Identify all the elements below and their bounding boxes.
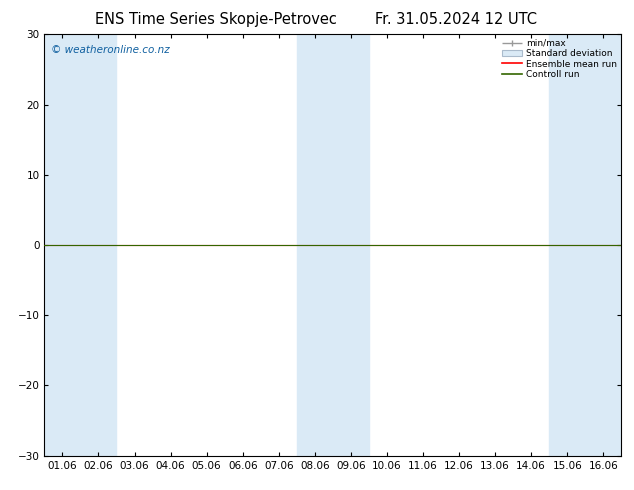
Legend: min/max, Standard deviation, Ensemble mean run, Controll run: min/max, Standard deviation, Ensemble me… [500,37,619,81]
Bar [297,34,333,456]
Text: Fr. 31.05.2024 12 UTC: Fr. 31.05.2024 12 UTC [375,12,538,27]
Bar [549,34,585,456]
Bar [44,34,81,456]
Bar [585,34,621,456]
Text: ENS Time Series Skopje-Petrovec: ENS Time Series Skopje-Petrovec [94,12,337,27]
Text: © weatheronline.co.nz: © weatheronline.co.nz [51,45,170,55]
Bar [81,34,117,456]
Bar [333,34,369,456]
